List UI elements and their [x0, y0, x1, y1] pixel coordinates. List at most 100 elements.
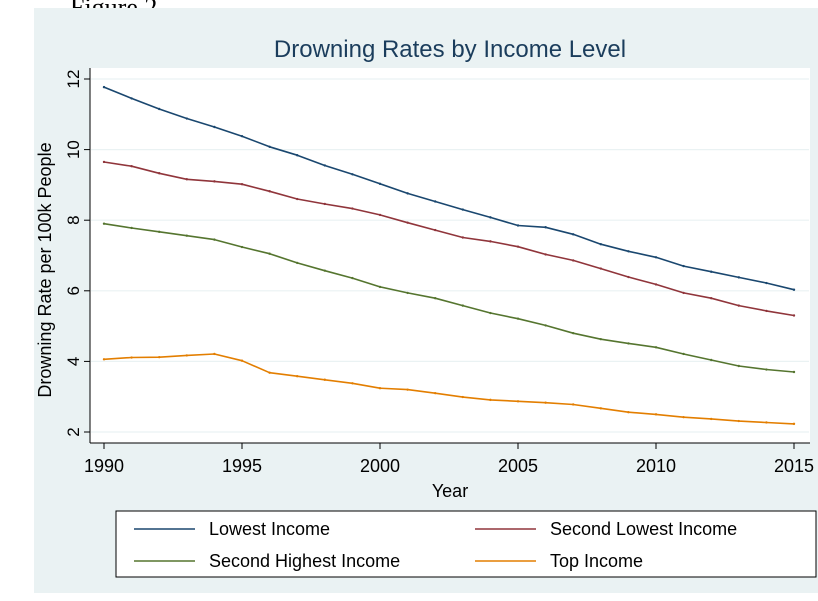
data-point	[406, 192, 409, 195]
data-point	[461, 208, 464, 211]
data-point	[765, 281, 768, 285]
data-point	[213, 352, 216, 356]
data-point	[102, 160, 106, 164]
data-point	[213, 125, 216, 129]
grid	[91, 78, 809, 433]
data-point	[185, 354, 188, 357]
data-point	[240, 182, 244, 186]
data-point	[710, 417, 713, 421]
data-point	[213, 180, 216, 183]
data-point	[158, 107, 161, 111]
data-point	[240, 359, 244, 362]
data-point	[516, 245, 520, 248]
data-point	[737, 364, 740, 368]
data-point	[572, 331, 575, 335]
data-point	[544, 253, 547, 256]
legend-item: Lowest Income	[134, 519, 330, 539]
data-point	[654, 283, 658, 286]
data-point	[461, 304, 464, 307]
data-point	[323, 164, 326, 167]
series-2	[102, 160, 796, 317]
data-point	[268, 371, 271, 374]
data-point	[130, 356, 133, 359]
data-point	[323, 202, 326, 206]
data-point	[516, 317, 520, 320]
data-point	[682, 352, 685, 356]
legend: Lowest Income Second Lowest Income Second …	[115, 510, 817, 578]
y-tick-label: 4	[64, 357, 83, 366]
data-point	[682, 291, 685, 295]
data-point	[572, 403, 575, 406]
data-point	[406, 388, 409, 391]
data-point	[765, 309, 768, 313]
data-point	[737, 304, 740, 307]
data-point	[158, 355, 161, 359]
legend-item: Top Income	[475, 551, 643, 571]
data-point	[296, 197, 299, 201]
data-point	[240, 245, 244, 249]
y-tick-label: 12	[64, 70, 83, 89]
y-axis-label: Drowning Rate per 100k People	[35, 142, 55, 397]
data-point	[130, 164, 133, 168]
legend-label: Lowest Income	[209, 519, 330, 539]
data-point	[158, 230, 161, 234]
data-point	[351, 173, 354, 176]
data-point	[102, 85, 106, 89]
data-point	[627, 342, 630, 345]
legend-label: Second Highest Income	[209, 551, 400, 571]
data-point	[434, 391, 437, 395]
data-point	[351, 276, 354, 280]
data-point	[737, 419, 740, 423]
legend-box	[115, 510, 817, 578]
data-point	[627, 411, 630, 414]
data-point	[599, 407, 602, 410]
data-point	[710, 297, 713, 300]
data-point	[489, 311, 492, 315]
data-point	[323, 269, 326, 272]
data-point	[434, 228, 437, 232]
data-point	[572, 233, 575, 236]
data-point	[792, 314, 796, 317]
data-point	[378, 213, 382, 217]
x-tick-label: 2015	[774, 456, 814, 476]
data-point	[489, 398, 492, 402]
data-point	[268, 252, 271, 255]
data-point	[544, 401, 547, 404]
x-axis-label: Year	[432, 481, 468, 501]
data-point	[406, 221, 409, 224]
data-point	[572, 259, 575, 262]
data-point	[599, 337, 602, 341]
data-point	[296, 154, 299, 157]
data-point	[351, 382, 354, 385]
data-point	[599, 243, 602, 246]
data-point	[102, 222, 106, 225]
legend-label: Top Income	[550, 551, 643, 571]
data-point	[682, 415, 685, 419]
data-point	[627, 275, 630, 279]
data-point	[627, 250, 630, 253]
data-point	[240, 134, 244, 138]
data-point	[599, 267, 602, 270]
series-3	[102, 222, 796, 374]
data-point	[323, 378, 326, 381]
data-point	[489, 216, 492, 219]
data-point	[185, 178, 188, 181]
x-tick-label: 1990	[84, 456, 124, 476]
data-point	[737, 276, 740, 279]
data-point	[765, 368, 768, 371]
data-point	[378, 387, 382, 390]
data-point	[654, 256, 658, 259]
series-1	[102, 85, 796, 291]
y-tick-label: 10	[64, 140, 83, 159]
data-point	[516, 400, 520, 403]
data-point	[158, 172, 161, 175]
data-point	[710, 358, 713, 362]
data-point	[296, 261, 299, 265]
data-point	[654, 413, 658, 416]
series-line	[103, 353, 795, 425]
series-line	[103, 86, 795, 291]
y-tick-label: 2	[64, 427, 83, 436]
data-point	[351, 207, 354, 210]
data-point	[792, 422, 796, 426]
